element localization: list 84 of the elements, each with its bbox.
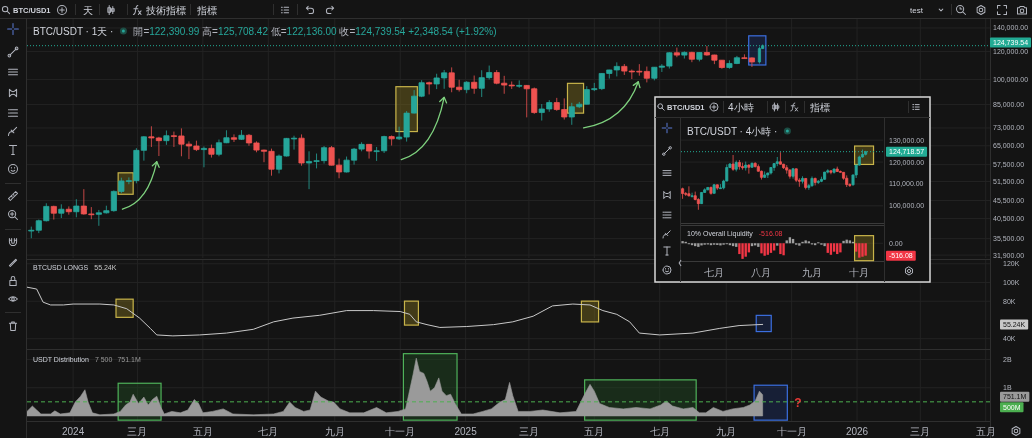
candlestick <box>298 133 305 167</box>
candlestick <box>753 161 757 168</box>
candlestick <box>516 79 523 89</box>
x-tick-label: 三月 <box>127 425 148 437</box>
candlestick <box>696 51 703 62</box>
candlestick <box>788 168 792 180</box>
x-tick-label: 十月 <box>849 266 870 278</box>
candlestick <box>709 186 713 196</box>
text: test <box>910 5 924 15</box>
candlestick <box>829 169 833 175</box>
candlestick <box>58 203 65 219</box>
candlestick <box>688 51 695 63</box>
candlestick <box>775 156 779 167</box>
candlestick <box>426 81 433 95</box>
candlestick <box>690 192 694 198</box>
x-tick-label: 2025 <box>454 425 478 437</box>
text: 開=122,390.99 高=125,708.42 低=122,136.00 收=124,739.54 +2,348.54 (+1.92%) <box>133 25 497 37</box>
candlestick <box>734 160 738 172</box>
candlestick <box>813 177 817 186</box>
candlestick <box>681 187 685 200</box>
x-tick-label: 七月 <box>649 425 670 437</box>
text: 指標 <box>196 4 217 16</box>
candlestick <box>835 166 839 173</box>
candlestick <box>763 171 767 179</box>
annotation: ? <box>794 396 802 411</box>
candlestick <box>823 171 827 181</box>
candlestick <box>737 159 741 171</box>
candlestick <box>388 135 395 146</box>
x-tick-label: 五月 <box>192 425 213 437</box>
annotation: 指標 <box>809 101 830 113</box>
candlestick <box>700 191 704 205</box>
candlestick <box>810 176 814 188</box>
x-tick-label: 十一月 <box>385 425 416 437</box>
x-tick-label: 2024 <box>61 425 85 437</box>
x-tick-label: 十一月 <box>776 425 807 437</box>
candlestick <box>208 144 215 158</box>
x-tick-label: 五月 <box>584 425 605 437</box>
text: 天 <box>83 4 93 16</box>
candlestick <box>712 183 716 194</box>
x-tick-label: 七月 <box>258 425 279 437</box>
text: BTC/USDT · 1天 · <box>33 25 114 37</box>
x-tick-label: 九月 <box>801 266 822 278</box>
candlestick <box>744 161 748 171</box>
candlestick <box>50 205 57 220</box>
candlestick <box>65 206 72 216</box>
candlestick <box>463 80 470 94</box>
candlestick <box>832 168 836 175</box>
candlestick <box>801 175 805 184</box>
x-tick-label: 三月 <box>518 425 539 437</box>
candlestick <box>750 162 754 169</box>
x-tick-label: 2026 <box>845 425 869 437</box>
candlestick <box>706 186 710 191</box>
candlestick <box>794 168 798 183</box>
candlestick <box>845 174 849 188</box>
candlestick <box>778 151 782 165</box>
candlestick <box>73 198 80 218</box>
candlestick <box>715 184 719 191</box>
x-tick-label: 九月 <box>324 425 345 437</box>
text: BTC/USDT · 4小時 · <box>687 125 778 137</box>
x-tick-label: 九月 <box>716 425 737 437</box>
candlestick <box>230 133 237 143</box>
candlestick <box>366 143 373 159</box>
candlestick <box>791 167 795 180</box>
text: 技術指標 <box>145 4 186 16</box>
x-tick-label: 三月 <box>910 425 931 437</box>
candlestick <box>747 163 751 175</box>
candlestick <box>741 162 745 171</box>
candlestick <box>718 183 722 190</box>
candlestick <box>471 75 478 95</box>
candlestick <box>238 129 245 141</box>
candlestick <box>200 146 207 168</box>
annotation: 4小時 <box>728 101 754 113</box>
candlestick <box>687 185 691 198</box>
x-tick-label: 七月 <box>704 266 725 278</box>
candlestick <box>163 130 170 146</box>
candlestick <box>673 47 680 58</box>
candlestick <box>785 164 789 175</box>
candlestick <box>731 154 735 172</box>
candlestick <box>804 177 808 190</box>
candlestick <box>681 50 688 59</box>
candlestick <box>769 166 773 175</box>
candlestick <box>816 179 820 185</box>
x-tick-label: 八月 <box>751 266 772 278</box>
x-tick-label: 五月 <box>975 425 996 437</box>
